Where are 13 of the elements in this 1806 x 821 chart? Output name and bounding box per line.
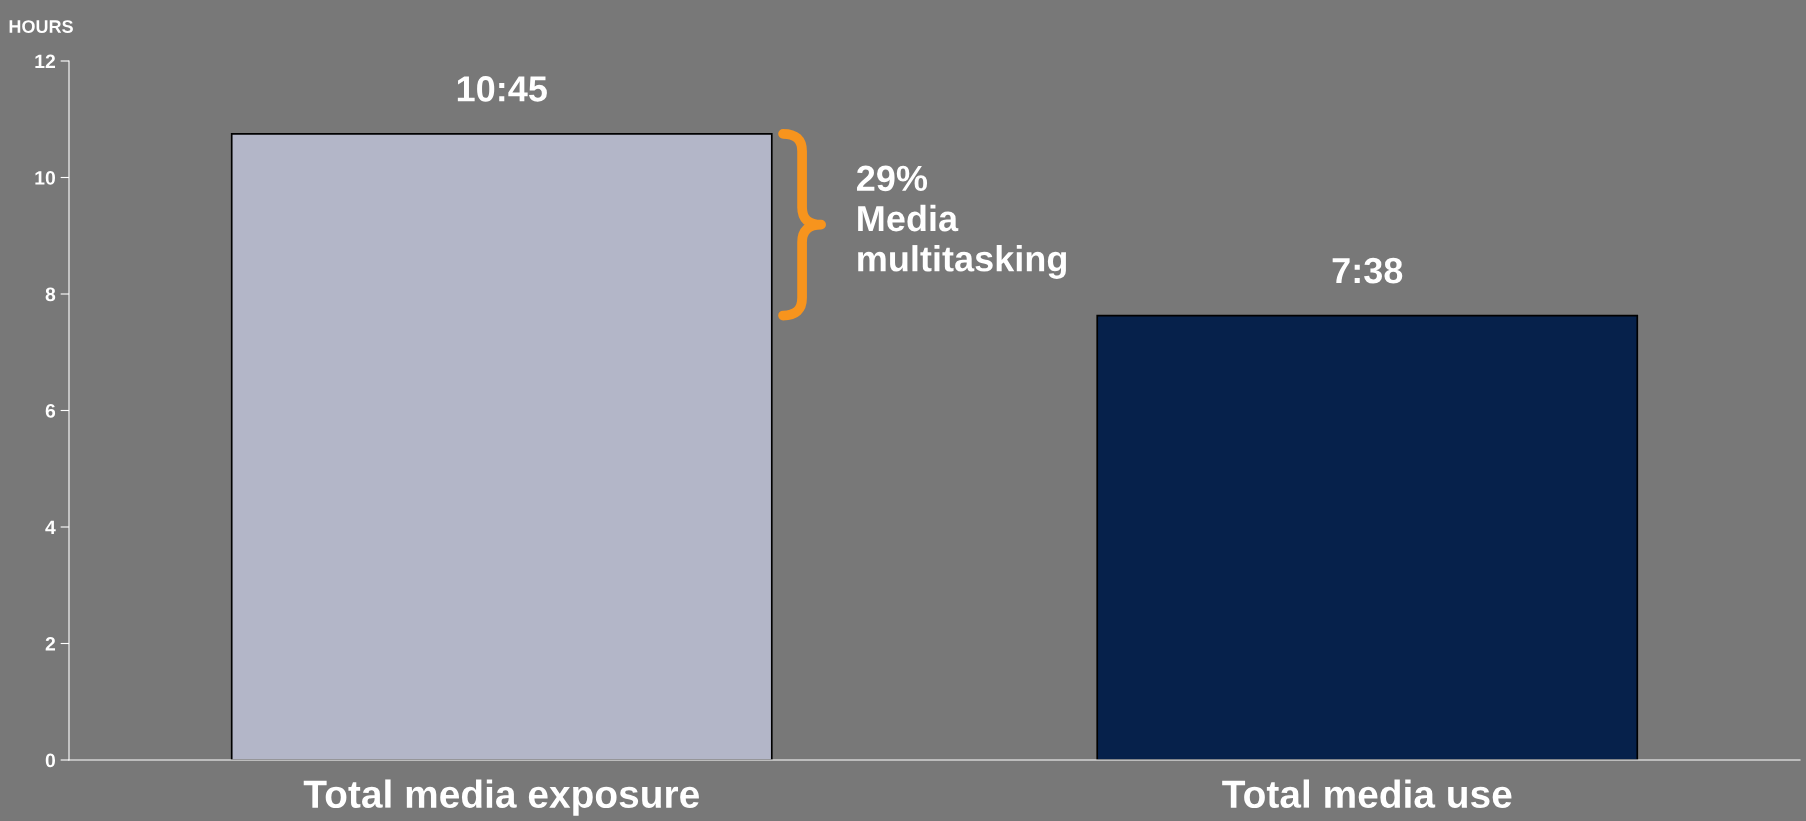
annotation: 29% Media multitasking [856,165,1066,279]
y-tick-label: 12 [35,54,56,69]
y-tick-label: 8 [45,287,56,302]
x-tick-label: Total media exposure [303,779,699,816]
data-label: 7:38 [1332,257,1403,284]
y-tick-label: 0 [45,753,56,768]
y-tick-label: 10 [35,170,56,185]
data-label: 10:45 [457,76,547,102]
y-tick-label: 2 [45,636,56,651]
y-axis-title: HOURS [9,20,73,33]
x-tick-label: Total media use [1222,779,1512,809]
y-tick-label: 6 [45,403,56,418]
y-tick-label: 4 [45,520,56,535]
